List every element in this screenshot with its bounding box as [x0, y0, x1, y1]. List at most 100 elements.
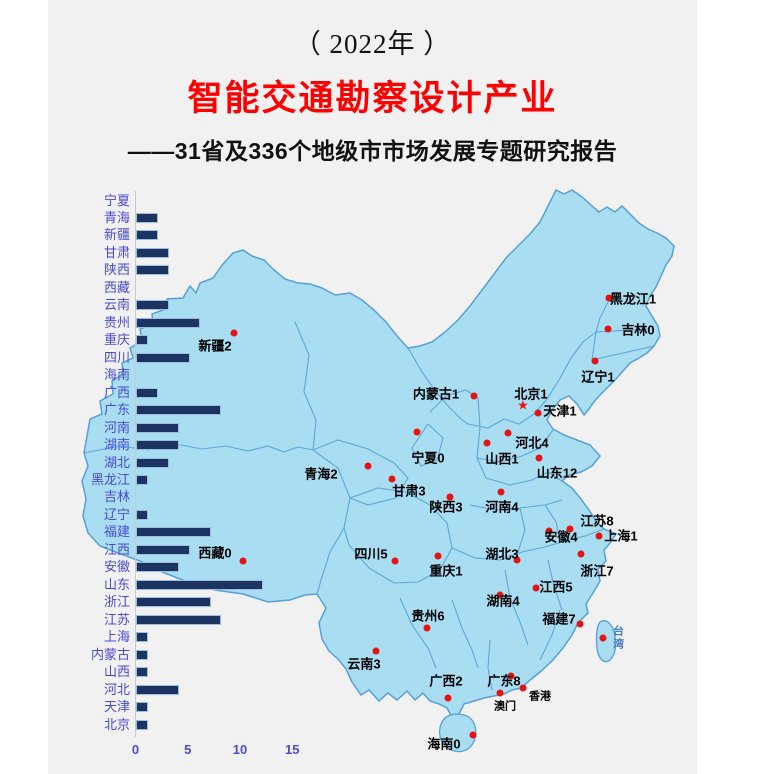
province-dot-marker — [605, 294, 613, 302]
bar-category-label: 宁夏 — [103, 192, 130, 208]
bar — [135, 667, 148, 678]
year-line: （ 2022年 ） — [293, 29, 452, 59]
x-axis-tick-label: 15 — [285, 742, 300, 757]
bar-category-label: 辽宁 — [103, 506, 130, 522]
province-label: 香港 — [529, 690, 551, 703]
province-dot-marker — [532, 584, 540, 592]
province-dot-marker — [497, 488, 505, 496]
province-dot-marker — [239, 557, 247, 565]
bar — [135, 544, 190, 555]
province-dot-marker — [566, 525, 574, 533]
province-label: 湖南4 — [486, 593, 520, 609]
province-label: 安徽4 — [544, 529, 578, 545]
province-dot-marker — [444, 694, 452, 702]
bar-category-label: 西藏 — [103, 279, 130, 295]
province-dot-marker — [423, 624, 431, 632]
bar-category-label: 广西 — [103, 384, 130, 400]
bar — [135, 632, 148, 643]
province-dot-marker — [504, 429, 512, 437]
province-label: 广西2 — [429, 673, 463, 689]
bar-category-label: 河南 — [103, 419, 130, 435]
x-axis-tick-label: 10 — [232, 742, 248, 757]
hainan-island — [438, 713, 477, 753]
province-label: 山东12 — [536, 465, 578, 481]
province-label: 山西1 — [485, 451, 519, 467]
province-dot-marker — [595, 532, 603, 540]
bar — [135, 684, 180, 695]
taiwan-island — [595, 620, 617, 663]
bar-category-label: 四川 — [103, 349, 130, 365]
province-label: 澳门 — [494, 700, 516, 713]
province-label: 天津1 — [543, 403, 577, 419]
bar-category-label: 重庆 — [103, 332, 130, 348]
province-dot-marker — [591, 357, 599, 365]
bar-category-label: 天津 — [103, 699, 130, 715]
province-dot-marker — [513, 556, 521, 564]
province-dot-marker — [372, 647, 380, 655]
province-dot-marker — [483, 439, 491, 447]
bar-category-label: 陕西 — [103, 262, 130, 278]
province-label: 内蒙古1 — [412, 386, 460, 402]
bar — [135, 352, 190, 363]
province-dot-marker — [577, 550, 585, 558]
province-label: 陕西3 — [429, 499, 463, 515]
province-label: 四川5 — [354, 546, 388, 562]
bar — [135, 230, 159, 241]
province-label: 河南4 — [485, 499, 519, 515]
bar-category-label: 云南 — [103, 297, 130, 313]
bar — [135, 212, 159, 223]
bar-category-label: 湖南 — [103, 437, 130, 453]
bar-category-label: 北京 — [103, 716, 130, 732]
province-dot-marker — [535, 454, 543, 462]
province-dot-marker — [604, 325, 612, 333]
bar — [135, 509, 148, 520]
province-label: 上海1 — [604, 528, 638, 544]
province-label: 甘肃3 — [392, 483, 426, 499]
province-label: 贵州6 — [411, 608, 445, 624]
bar — [135, 317, 201, 328]
province-label: 福建7 — [542, 611, 576, 627]
bar-category-label: 江苏 — [103, 611, 130, 627]
province-dot-marker — [388, 475, 396, 483]
bar-category-label: 安徽 — [103, 559, 130, 575]
bar-category-label: 山西 — [103, 664, 130, 680]
bar-category-label: 湖北 — [103, 454, 130, 470]
bar — [135, 702, 148, 713]
province-dot-marker — [496, 689, 504, 697]
bar-category-label: 山东 — [103, 576, 130, 592]
bar — [135, 562, 180, 573]
province-label: 江西5 — [539, 579, 573, 595]
bar — [135, 422, 180, 433]
page-title: 智能交通勘察设计产业 — [187, 79, 558, 118]
province-dot-marker — [576, 620, 584, 628]
province-dot-marker — [413, 428, 421, 436]
province-dot-marker — [496, 591, 504, 599]
bar — [135, 335, 148, 346]
province-label: 重庆1 — [429, 563, 463, 579]
bar — [135, 247, 169, 258]
province-label: 北京1 — [514, 386, 548, 402]
province-label: 黑龙江1 — [609, 291, 657, 307]
province-dot-marker — [534, 409, 542, 417]
bar — [135, 457, 169, 468]
province-label: 海南0 — [427, 736, 461, 752]
bar — [135, 387, 159, 398]
province-label: 宁夏0 — [411, 450, 445, 466]
province-label: 浙江7 — [580, 563, 614, 579]
bar-category-label: 甘肃 — [103, 244, 130, 260]
x-axis-tick-label: 5 — [184, 742, 192, 757]
province-label: 青海2 — [304, 466, 338, 482]
bar — [135, 527, 211, 538]
province-label: 河北4 — [515, 435, 549, 451]
x-axis-tick-label: 0 — [131, 742, 140, 757]
province-dot-marker — [507, 672, 515, 680]
province-dot-marker — [446, 493, 454, 501]
bar — [135, 597, 211, 608]
bar — [135, 719, 148, 730]
province-label: 广东8 — [487, 673, 521, 689]
province-dot-marker — [469, 731, 477, 739]
province-label: 辽宁1 — [581, 369, 615, 385]
